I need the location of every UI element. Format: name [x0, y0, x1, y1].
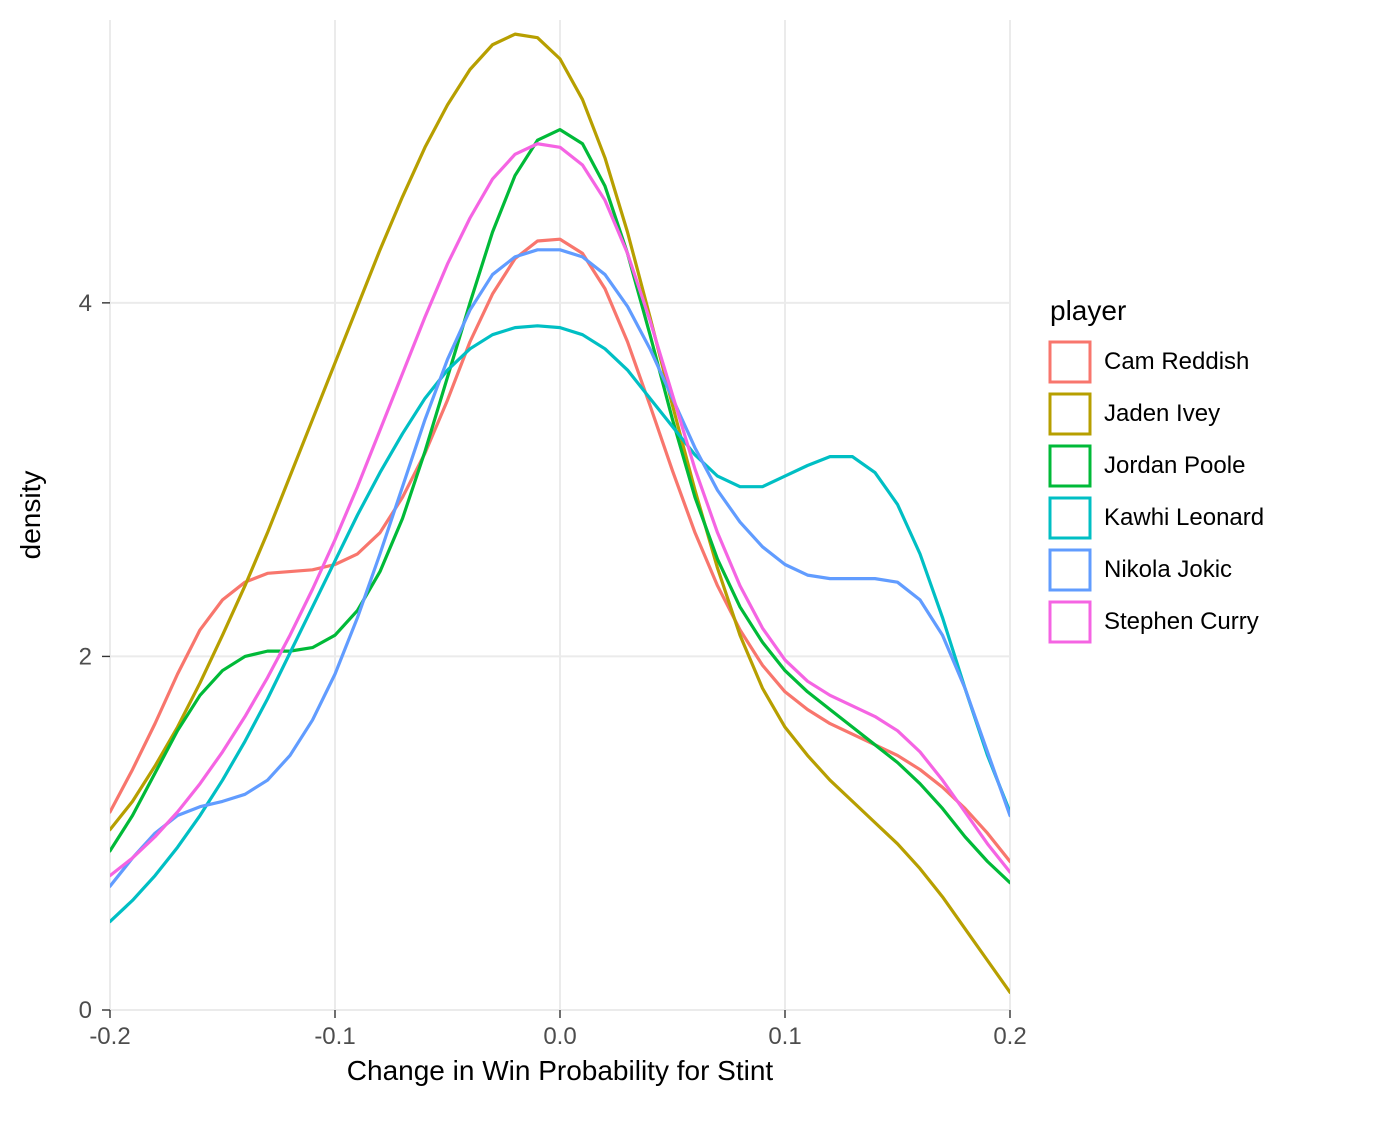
legend-label: Nikola Jokic — [1104, 556, 1232, 583]
legend-label: Jordan Poole — [1104, 452, 1245, 479]
legend-label: Stephen Curry — [1104, 608, 1259, 635]
legend-key — [1050, 342, 1090, 382]
legend-key — [1050, 550, 1090, 590]
y-axis-label: density — [15, 471, 46, 560]
x-tick-label: -0.1 — [314, 1023, 355, 1050]
legend-label: Cam Reddish — [1104, 348, 1249, 375]
legend-key — [1050, 498, 1090, 538]
x-tick-label: 0.2 — [993, 1023, 1026, 1050]
chart-svg: -0.2 -0.1 0.0 0.1 0.2 0 2 4 Change in Win Probab… — [0, 0, 1400, 1133]
x-tick-label: 0.0 — [543, 1023, 576, 1050]
x-tick-label: 0.1 — [768, 1023, 801, 1050]
legend-title: player — [1050, 295, 1126, 326]
legend-key — [1050, 394, 1090, 434]
x-axis-label: Change in Win Probability for Stint — [347, 1055, 774, 1086]
legend-label: Jaden Ivey — [1104, 400, 1220, 427]
y-tick-label: 0 — [79, 997, 92, 1024]
y-tick-label: 4 — [79, 290, 92, 317]
y-tick-label: 2 — [79, 643, 92, 670]
x-tick-label: -0.2 — [89, 1023, 130, 1050]
legend-key — [1050, 446, 1090, 486]
density-chart: -0.2 -0.1 0.0 0.1 0.2 0 2 4 Change in Win Probab… — [0, 0, 1400, 1133]
legend-key — [1050, 602, 1090, 642]
legend-label: Kawhi Leonard — [1104, 504, 1264, 531]
